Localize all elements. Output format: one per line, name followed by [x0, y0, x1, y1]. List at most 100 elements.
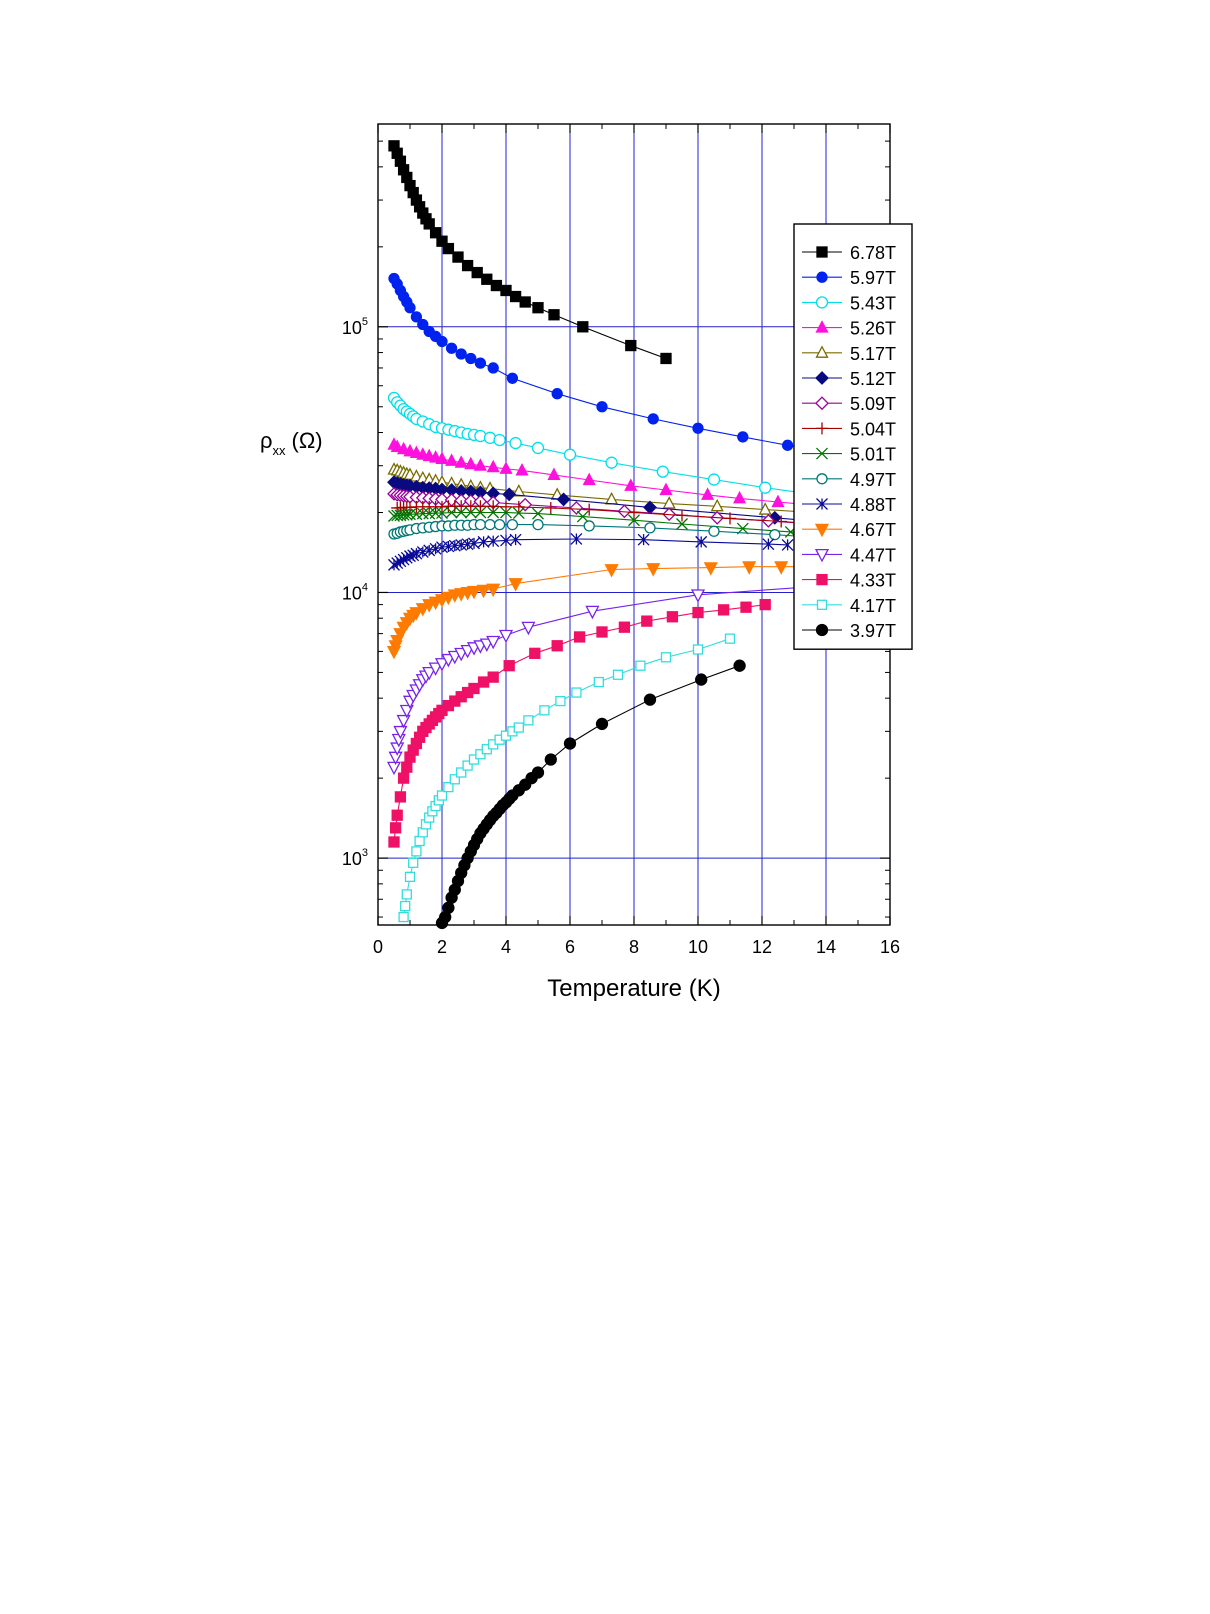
data-point — [487, 362, 499, 374]
axis-ticks: 0 2 4 6 8 10 12 14 16 103 104 105 — [342, 124, 900, 957]
data-point — [641, 615, 653, 627]
data-point — [774, 561, 789, 575]
legend-entry: 4.33T — [802, 571, 896, 591]
data-point — [401, 889, 412, 900]
data-point — [660, 652, 672, 663]
data-point — [398, 911, 409, 923]
x-axis-label: Temperature (K) — [547, 975, 720, 1002]
data-point — [508, 578, 523, 592]
data-point — [499, 461, 513, 474]
data-point — [547, 467, 561, 480]
legend-marker — [816, 447, 828, 460]
data-point — [449, 774, 460, 785]
data-point — [742, 561, 757, 575]
legend-label: 4.97T — [850, 470, 896, 490]
legend-entry: 5.97T — [802, 268, 896, 288]
legend-entry: 5.09T — [802, 394, 896, 414]
series-5.12T — [387, 475, 827, 529]
data-series — [386, 140, 839, 930]
series-4.67T — [386, 561, 821, 660]
series-4.88T — [388, 532, 794, 571]
legend-marker — [816, 422, 828, 435]
data-point — [759, 481, 772, 494]
legend-entry: 4.67T — [802, 520, 896, 540]
series-6.78T — [388, 140, 672, 365]
data-point — [509, 533, 522, 546]
data-point — [576, 510, 589, 523]
data-point — [666, 611, 679, 623]
data-point — [647, 413, 659, 425]
data-point — [596, 626, 608, 638]
data-point — [573, 631, 586, 643]
data-point — [503, 660, 515, 672]
legend-marker — [814, 523, 830, 538]
data-point — [414, 835, 425, 847]
legend-label: 6.78T — [850, 243, 896, 263]
legend-marker — [815, 396, 829, 411]
y-tick-label: 103 — [342, 847, 368, 869]
data-point — [493, 433, 506, 447]
data-point — [593, 676, 604, 688]
data-point — [487, 535, 500, 548]
legend-entry: 3.97T — [802, 621, 896, 641]
legend-marker — [815, 296, 829, 309]
data-point — [490, 279, 503, 292]
data-point — [464, 506, 477, 519]
data-point — [396, 714, 411, 729]
data-point — [442, 242, 455, 255]
data-point — [393, 725, 408, 740]
data-point — [724, 633, 736, 644]
data-point — [461, 259, 474, 272]
data-point — [551, 640, 563, 652]
data-point — [595, 717, 609, 731]
y-tick-label: 104 — [342, 581, 368, 603]
data-point — [775, 515, 788, 528]
data-point — [625, 339, 637, 352]
data-point — [523, 715, 534, 726]
x-tick-label: 4 — [501, 937, 511, 957]
data-point — [644, 522, 656, 534]
data-point — [386, 761, 402, 776]
data-point — [422, 666, 437, 681]
y-axis-label: ρxx (Ω) — [260, 428, 323, 458]
data-point — [513, 722, 524, 733]
data-point — [758, 502, 772, 515]
y-axis-label-unit: (Ω) — [292, 428, 323, 453]
data-point — [628, 514, 640, 527]
data-point — [416, 507, 429, 520]
data-point — [481, 273, 493, 285]
data-point — [551, 388, 563, 400]
data-point — [389, 822, 402, 834]
data-point — [656, 465, 669, 478]
data-point — [624, 478, 638, 491]
data-point — [769, 529, 781, 541]
data-point — [468, 682, 480, 695]
data-point — [531, 441, 545, 455]
data-point — [404, 302, 416, 314]
data-point — [521, 621, 536, 636]
data-point — [708, 525, 720, 537]
data-point — [466, 585, 482, 600]
data-point — [781, 538, 794, 551]
legend-entry: 5.12T — [802, 369, 896, 389]
legend-marker — [814, 548, 830, 563]
data-point — [474, 506, 487, 519]
data-point — [443, 781, 454, 793]
data-point — [570, 532, 583, 545]
x-tick-label: 10 — [688, 937, 708, 957]
legend-label: 4.47T — [850, 545, 896, 565]
data-point — [532, 507, 544, 520]
data-point — [563, 448, 577, 461]
legend-entry: 5.43T — [802, 293, 896, 313]
data-point — [532, 302, 544, 314]
data-point — [569, 501, 584, 515]
data-point — [464, 456, 478, 470]
legend-entry: 6.78T — [802, 243, 896, 263]
data-point — [436, 507, 448, 520]
legend-marker — [815, 345, 829, 358]
data-point — [500, 534, 512, 547]
data-point — [637, 533, 650, 546]
data-point — [583, 503, 596, 516]
x-tick-label: 16 — [880, 937, 900, 957]
